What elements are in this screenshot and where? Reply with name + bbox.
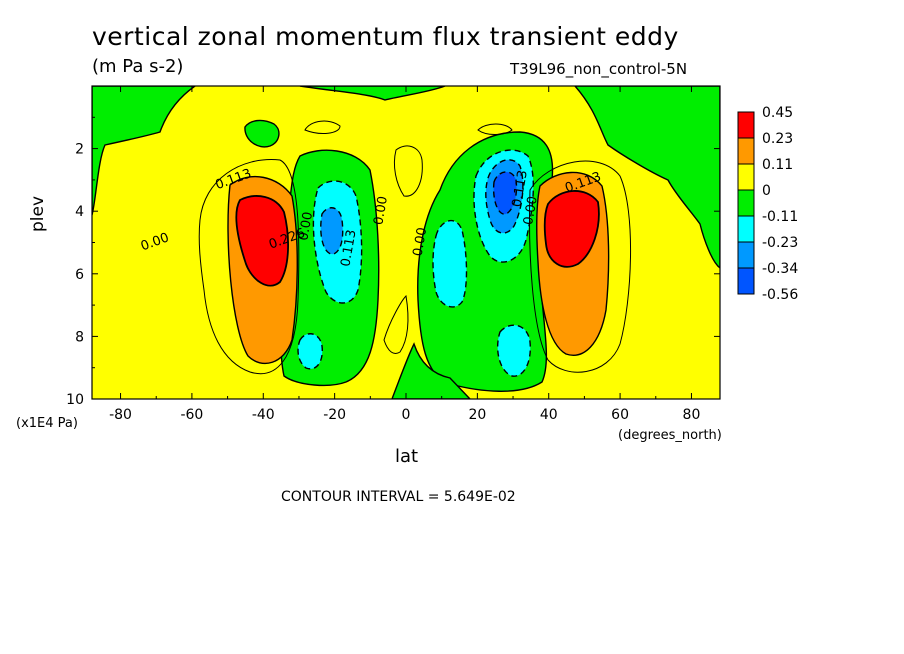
legend-label: 0 [762,183,771,199]
y-tick-label: 6 [75,267,84,283]
x-tick-label: 20 [468,407,486,423]
region-cyan-left-bottom [297,333,323,370]
region-neg-blob-a [244,119,280,148]
x-tick-label: -40 [252,407,275,423]
legend-swatch [737,241,755,269]
region-neg-topleft [92,86,197,216]
contour-label: 0.113 [338,229,359,268]
legend-label: 0.45 [762,105,793,121]
legend-swatch-bottom [737,267,755,295]
region-neg-topright [574,86,720,269]
contour-line-top-right [477,123,513,135]
chart-title: vertical zonal momentum flux transient e… [92,22,679,51]
legend-swatch [737,163,755,191]
contour-line-top-left [304,120,341,134]
contour-label: 0.00 [410,226,430,257]
region-neg-bottom-center [391,342,471,399]
legend-swatch [737,215,755,243]
contour-label: 0.113 [510,169,531,208]
contour-line-left-outer [198,159,300,375]
x-tick-label: 60 [611,407,629,423]
x-axis-label: lat [395,446,419,467]
x-tick-label: 40 [540,407,558,423]
region-red-right [543,190,600,268]
color-legend: 0.45 0.23 0.11 0 -0.11 -0.23 -0.34 -0.56 [737,105,798,303]
legend-swatch [737,137,755,165]
y-tick-label: 8 [75,329,84,345]
chart-units: (m Pa s-2) [92,56,184,77]
x-tick-label: 0 [402,407,411,423]
contour-label: 0.00 [371,195,391,226]
contour-label: 0.00 [521,195,541,226]
x-tick-label: -20 [323,407,346,423]
y-tick-label: 10 [66,392,84,408]
legend-label: 0.11 [762,157,793,173]
legend-swatch [737,189,755,217]
legend-label: -0.34 [762,261,798,277]
y-axis-units: (x1E4 Pa) [16,416,78,431]
contour-label: 0.00 [296,211,316,242]
region-cyan-center [432,219,468,308]
x-tick-label: 80 [683,407,701,423]
region-cyan-right-bottom [496,324,531,377]
region-darkblue-right [492,171,518,215]
region-neg-topcenter [299,86,446,101]
x-axis-units: (degrees_north) [618,428,722,443]
legend-label: 0.23 [762,131,793,147]
contour-line-center-bottom [383,294,409,354]
y-axis-ticks: 2 4 6 8 10 [66,116,720,408]
contour-interval-note: CONTOUR INTERVAL = 5.649E-02 [281,489,516,505]
run-label: T39L96_non_control-5N [510,60,688,78]
legend-label: -0.23 [762,235,798,251]
legend-label: -0.56 [762,287,798,303]
y-tick-label: 2 [75,142,84,158]
x-axis-ticks: -80 -60 -40 -20 0 20 40 60 80 [109,86,700,423]
contour-line-right-outer [529,160,631,373]
x-tick-label: -80 [109,407,132,423]
x-tick-label: -60 [180,407,203,423]
legend-swatch [737,111,755,139]
contour-line-center [393,145,423,197]
region-blue-left [320,207,344,255]
legend-label: -0.11 [762,209,798,225]
contour-field [92,86,720,399]
y-tick-label: 4 [75,204,84,220]
region-red-left [235,195,289,287]
